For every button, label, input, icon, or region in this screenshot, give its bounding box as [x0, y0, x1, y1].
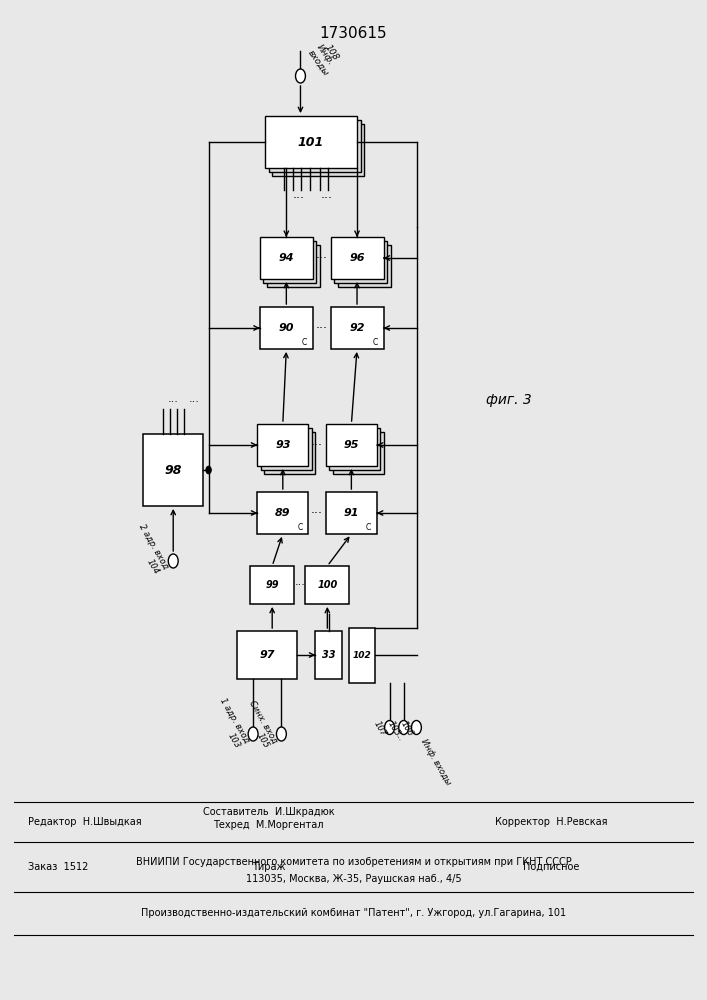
Circle shape [385, 720, 395, 734]
Text: 99: 99 [265, 580, 279, 590]
Bar [315, 631, 342, 679]
Text: Производственно-издательский комбинат "Патент", г. Ужгород, ул.Гагарина, 101: Производственно-издательский комбинат "П… [141, 908, 566, 918]
Text: C: C [373, 338, 378, 347]
Circle shape [168, 554, 178, 568]
Text: 101: 101 [298, 135, 325, 148]
Text: 105: 105 [386, 720, 402, 738]
Text: 89: 89 [275, 508, 291, 518]
Text: C: C [297, 523, 303, 532]
Text: C: C [302, 338, 307, 347]
Text: Подписное: Подписное [523, 862, 580, 872]
Bar [326, 492, 377, 534]
Text: 33: 33 [322, 650, 336, 660]
Text: ...: ... [294, 577, 305, 587]
Circle shape [411, 720, 421, 734]
Text: 97: 97 [259, 650, 275, 660]
Bar [305, 566, 349, 604]
Text: Синх. вход
105: Синх. вход 105 [238, 699, 279, 750]
Text: Тираж: Тираж [252, 862, 286, 872]
Text: 94: 94 [279, 253, 294, 263]
Text: ...: ... [189, 394, 200, 404]
Bar [261, 428, 312, 470]
Bar [334, 241, 387, 283]
Text: ...: ... [311, 503, 323, 516]
Text: 107: 107 [372, 720, 387, 738]
Text: C: C [366, 523, 371, 532]
Bar [338, 245, 390, 287]
Text: 96: 96 [349, 253, 365, 263]
Text: Инф. входы: Инф. входы [419, 738, 452, 787]
Bar [330, 237, 383, 279]
Text: ...: ... [168, 394, 179, 404]
Bar [265, 116, 357, 168]
Circle shape [276, 727, 286, 741]
Bar [250, 566, 294, 604]
Text: 106
...: 106 ... [390, 720, 414, 743]
Bar [260, 307, 312, 349]
Text: Редактор  Н.Швыдкая: Редактор Н.Швыдкая [28, 817, 142, 827]
Bar [267, 245, 320, 287]
Text: 100: 100 [317, 580, 337, 590]
Bar [349, 628, 375, 683]
Text: 113035, Москва, Ж-35, Раушская наб., 4/5: 113035, Москва, Ж-35, Раушская наб., 4/5 [246, 874, 461, 884]
Text: Инф.
входы: Инф. входы [306, 43, 339, 78]
Bar [269, 120, 361, 172]
Circle shape [206, 466, 211, 474]
Text: ...: ... [316, 318, 327, 331]
Text: 91: 91 [344, 508, 359, 518]
Text: Заказ  1512: Заказ 1512 [28, 862, 88, 872]
Text: 102: 102 [353, 650, 371, 660]
Text: Техред  М.Моргентал: Техред М.Моргентал [214, 820, 324, 830]
Bar [264, 432, 315, 474]
Bar [272, 124, 364, 176]
Text: 2 адр. вход
104: 2 адр. вход 104 [128, 522, 170, 576]
Text: 98: 98 [165, 464, 182, 477]
Text: Составитель  И.Шкрадюк: Составитель И.Шкрадюк [203, 807, 334, 817]
Text: 95: 95 [344, 440, 359, 450]
Circle shape [296, 69, 305, 83]
Text: 1730615: 1730615 [320, 25, 387, 40]
Bar [329, 428, 380, 470]
Bar [333, 432, 384, 474]
Bar [260, 237, 312, 279]
Text: ...: ... [316, 248, 327, 261]
Circle shape [248, 727, 258, 741]
Text: 1 адр. вход
103: 1 адр. вход 103 [209, 696, 251, 750]
Text: ...: ... [293, 188, 304, 201]
Circle shape [399, 720, 409, 734]
Bar [330, 307, 383, 349]
Text: Корректор  Н.Ревская: Корректор Н.Ревская [495, 817, 608, 827]
Text: 93: 93 [275, 440, 291, 450]
Bar [143, 434, 203, 506]
Text: 92: 92 [349, 323, 365, 333]
Text: ...: ... [321, 188, 332, 201]
Text: 90: 90 [279, 323, 294, 333]
Text: ...: ... [311, 435, 323, 448]
Text: фиг. 3: фиг. 3 [486, 393, 532, 407]
Text: ВНИИПИ Государственного комитета по изобретениям и открытиям при ГКНТ СССР: ВНИИПИ Государственного комитета по изоб… [136, 857, 571, 867]
Bar [326, 424, 377, 466]
Bar [257, 424, 308, 466]
Bar [257, 492, 308, 534]
Bar [237, 631, 297, 679]
Text: 108: 108 [323, 43, 340, 62]
Bar [264, 241, 317, 283]
